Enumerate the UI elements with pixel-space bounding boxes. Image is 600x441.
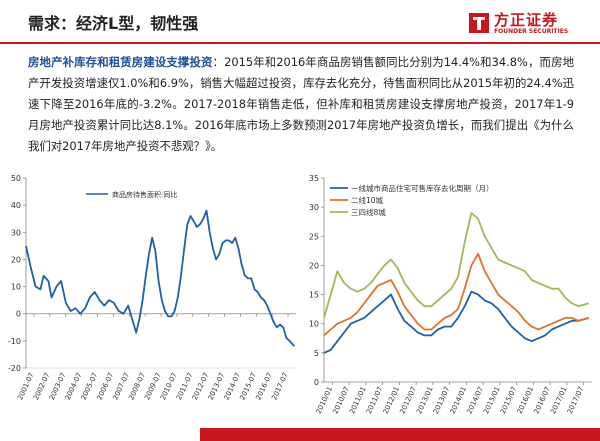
body-paragraph: 房地产补库存和租赁房建设支撑投资：2015年和2016年商品房销售额同比分别为1… [28,52,574,157]
legend-entry: 商品房待售面积:同比 [112,190,177,199]
legend-entry: 一线城市商品住宅可售库存去化周期（月） [351,183,494,193]
paragraph-body: ：2015年和2016年商品房销售额同比分别为14.4%和34.8%，而房地产开… [28,55,574,153]
y-tick-label: 35 [309,174,319,183]
y-tick-label: -10 [8,337,21,346]
y-tick-label: 15 [309,291,319,300]
title-divider [0,42,600,44]
legend-entry: 二线10城 [351,195,384,205]
y-tick-label: 10 [309,320,319,329]
y-tick-label: 50 [11,174,21,183]
chart-unsold-area-yoy: -20 -10 0 10 20 30 40 50 2001-07 2002-07 2003-07 20… [4,170,302,428]
series-line [323,252,589,337]
y-tick-label: -20 [8,364,21,373]
y-tick-label: 40 [11,201,21,210]
y-tick-label: 20 [309,261,319,270]
y-tick-label: 30 [309,203,319,212]
y-tick-label: 5 [314,349,319,358]
logo-mark-icon [469,13,489,33]
y-tick-label: 20 [11,255,21,264]
chart-unsold-area-yoy-svg: -20-10010203040502001-072002-072003-0720… [8,174,296,401]
series-line [323,290,589,354]
paragraph-highlight: 房地产补库存和租赁房建设支撑投资 [28,55,213,69]
logo-text-en: FOUNDER SECURITIES [494,28,569,35]
series-line [323,212,589,319]
x-tick-label: 2017/07 [566,385,586,415]
y-tick-label: 0 [16,310,21,319]
logo-text-cn: 方正证券 [494,11,559,29]
y-tick-label: 25 [309,232,319,241]
y-tick-label: 10 [11,283,21,292]
legend-entry: 三四线8城 [351,207,386,217]
chart-inventory-cycle-svg: 051015202530352010/012010/072011/012011/… [309,174,592,415]
chart-inventory-cycle: 0 5 10 15 20 25 30 35 2010/01 2010/07 2011/01 2011/… [302,170,600,428]
y-tick-label: 0 [314,378,319,387]
page-title: 需求：经济L型，韧性强 [28,14,199,33]
series-line [25,209,296,347]
y-tick-label: 30 [11,228,21,237]
footer-bar [200,428,600,441]
founder-securities-logo: 方正证券 FOUNDER SECURITIES [467,9,589,37]
